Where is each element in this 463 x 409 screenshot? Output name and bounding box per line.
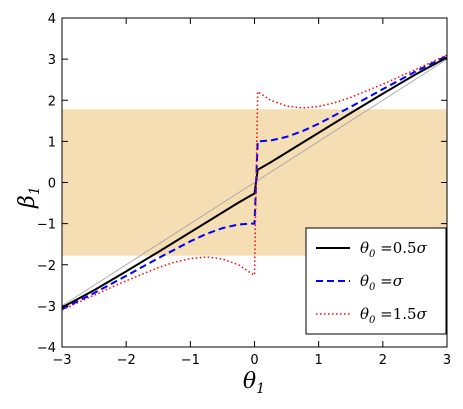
legend: θ0 =0.5σ θ0 =σ θ0 =1.5σ <box>305 227 447 335</box>
x-axis-label: θ1 <box>243 369 265 397</box>
y-tick-label: 2 <box>48 94 56 109</box>
legend-label-theta0-1.5: θ0 =1.5σ <box>360 305 428 326</box>
legend-label-theta0-1: θ0 =σ <box>360 272 404 293</box>
x-axis-label-symbol: θ <box>243 369 256 394</box>
legend-label-theta0-0.5: θ0 =0.5σ <box>360 239 428 260</box>
y-axis-label-subscript: 1 <box>27 186 43 195</box>
y-tick-label: 3 <box>48 53 56 68</box>
y-axis-label-symbol: β <box>15 195 40 209</box>
y-tick-label: −3 <box>37 300 56 315</box>
x-axis-label-subscript: 1 <box>256 381 265 397</box>
series-line-0 <box>61 56 448 309</box>
x-tick-label: 0 <box>250 353 258 368</box>
x-tick-label: 1 <box>315 353 323 368</box>
x-tick-label: −2 <box>117 353 136 368</box>
y-tick-label: −2 <box>37 259 56 274</box>
y-tick-label: −4 <box>37 341 56 356</box>
y-tick-label: 1 <box>48 135 56 150</box>
y-tick-label: 0 <box>48 177 56 192</box>
reference-line <box>61 58 448 307</box>
y-tick-label: 4 <box>48 12 56 27</box>
x-tick-label: −1 <box>181 353 200 368</box>
x-tick-label: −3 <box>52 353 71 368</box>
series-line-1 <box>61 54 448 311</box>
x-tick-label: 2 <box>379 353 387 368</box>
y-axis-label: β1 <box>15 186 43 209</box>
x-tick-label: 3 <box>443 353 451 368</box>
y-tick-label: −1 <box>37 218 56 233</box>
